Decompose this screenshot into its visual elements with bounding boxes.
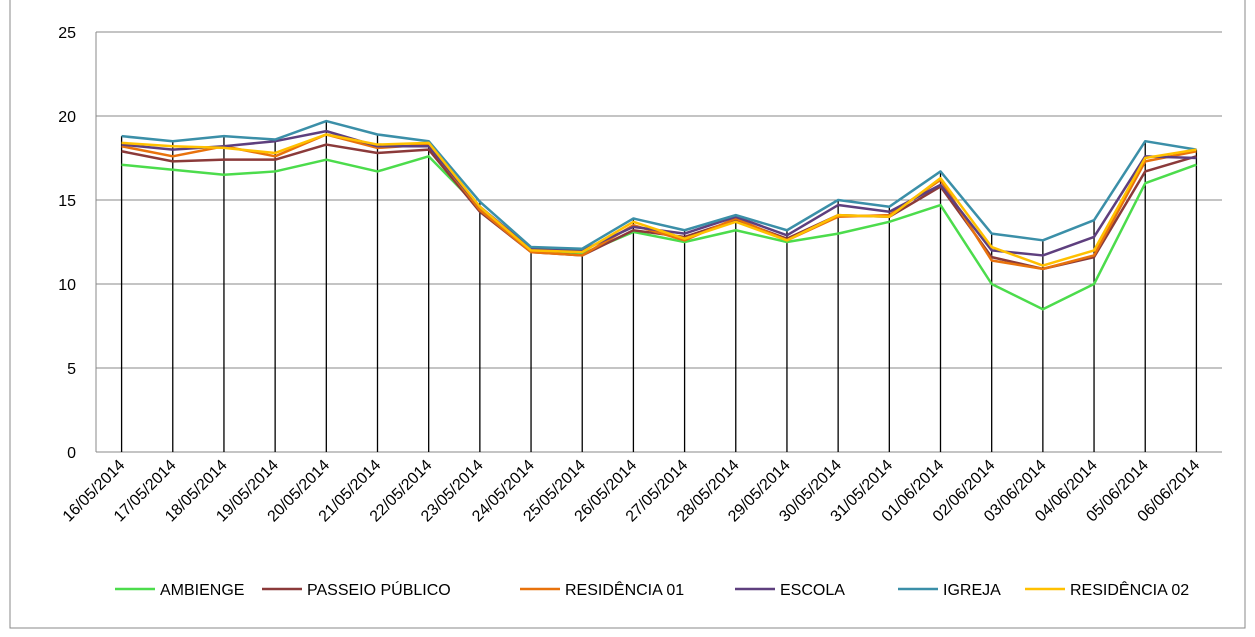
series-line: [121, 133, 1197, 267]
y-tick-label: 15: [58, 193, 76, 210]
legend-label: AMBIENGE: [160, 582, 244, 599]
legend-label: PASSEIO PÚBLICO: [307, 580, 451, 599]
series-line: [121, 133, 1197, 271]
legend-label: RESIDÊNCIA 01: [565, 580, 684, 599]
series-line: [121, 155, 1197, 311]
y-tick-label: 5: [67, 361, 76, 378]
legend-label: ESCOLA: [780, 582, 845, 599]
legend-label: IGREJA: [943, 582, 1001, 599]
y-tick-label: 25: [58, 25, 76, 42]
y-tick-label: 20: [58, 109, 76, 126]
chart-border: [9, 0, 1246, 629]
y-tick-label: 0: [67, 445, 76, 462]
legend-label: RESIDÊNCIA 02: [1070, 580, 1189, 599]
series-line: [121, 119, 1197, 250]
y-tick-label: 10: [58, 277, 76, 294]
